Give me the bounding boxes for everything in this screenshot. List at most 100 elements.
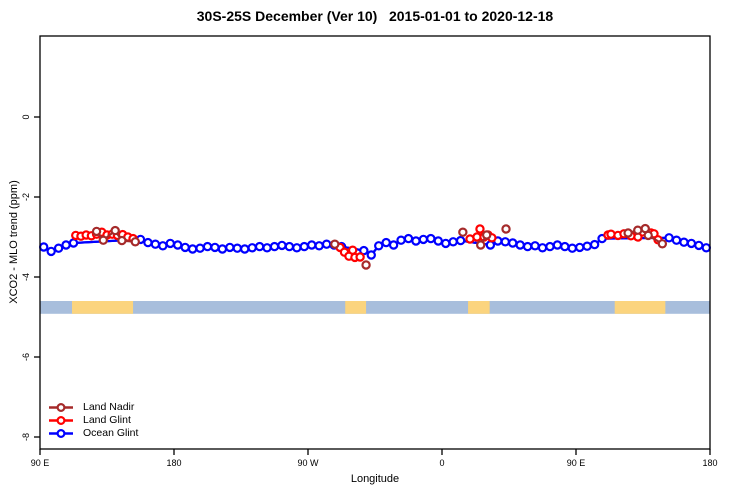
data-point-ocean-glint	[202, 241, 213, 252]
data-point-ocean-glint	[61, 240, 71, 250]
data-point-land-nadir	[91, 226, 102, 237]
data-point-ocean-glint	[374, 241, 384, 251]
x-axis-title: Longitude	[350, 473, 400, 485]
chart-title: 30S-25S December (Ver 10) 2015-01-01 to …	[196, 8, 554, 24]
legend-item-land-glint: Land Glint	[48, 414, 138, 427]
data-point-ocean-glint	[671, 235, 682, 245]
y-axis-title: XCO2 - MLO trend (ppm)	[8, 180, 20, 304]
data-point-ocean-glint	[158, 241, 168, 251]
data-point-ocean-glint	[582, 241, 592, 251]
ocean-glint-marker-icon	[49, 428, 73, 439]
legend-circle	[56, 428, 66, 439]
data-point-ocean-glint	[537, 243, 548, 253]
data-point-ocean-glint	[701, 243, 711, 253]
data-point-ocean-glint	[403, 233, 414, 244]
data-point-ocean-glint	[195, 243, 205, 253]
y-tick-label: -6	[21, 353, 31, 361]
data-point-ocean-glint	[433, 236, 443, 246]
x-tick-label: 180	[166, 458, 181, 468]
land-nadir-marker-icon	[49, 402, 73, 413]
data-point-ocean-glint	[269, 241, 280, 252]
data-point-ocean-glint	[560, 241, 570, 252]
data-point-ocean-glint	[321, 239, 332, 249]
land-band-segment	[345, 301, 367, 314]
legend-circle	[56, 415, 66, 426]
x-tick-label: 180	[702, 458, 717, 468]
plot-border	[39, 35, 711, 450]
legend: Land Nadir Land Glint Ocean Glint	[48, 401, 138, 440]
data-point-ocean-glint	[262, 243, 272, 253]
data-point-ocean-glint	[388, 240, 399, 250]
data-point-ocean-glint	[143, 237, 153, 248]
data-point-land-nadir	[130, 237, 140, 247]
data-point-ocean-glint	[366, 250, 376, 260]
y-tick-label: -4	[21, 273, 31, 281]
data-point-ocean-glint	[664, 233, 674, 243]
ocean-band	[40, 301, 710, 314]
data-point-ocean-glint	[53, 243, 64, 253]
data-point-land-glint	[475, 224, 485, 234]
data-point-ocean-glint	[232, 243, 242, 253]
legend-circle	[56, 402, 66, 413]
data-point-ocean-glint	[679, 237, 689, 247]
data-point-land-nadir	[643, 230, 653, 241]
legend-label: Land Glint	[83, 414, 131, 426]
data-point-ocean-glint	[426, 233, 436, 244]
data-point-ocean-glint	[210, 242, 220, 253]
legend-item-ocean-glint: Ocean Glint	[48, 427, 138, 440]
data-point-ocean-glint	[217, 244, 228, 254]
data-point-ocean-glint	[522, 241, 533, 252]
data-point-land-glint	[355, 252, 365, 262]
data-point-ocean-glint	[455, 235, 466, 246]
data-point-land-nadir	[458, 227, 468, 237]
data-point-ocean-glint	[68, 238, 79, 248]
data-point-ocean-glint	[567, 243, 577, 253]
x-tick-label: 90 E	[567, 458, 586, 468]
data-point-ocean-glint	[381, 237, 391, 248]
data-point-land-nadir	[657, 239, 668, 249]
data-point-ocean-glint	[448, 237, 458, 247]
data-point-land-nadir	[501, 224, 511, 234]
data-point-land-nadir	[476, 240, 486, 250]
land-glint-marker-icon	[49, 415, 73, 426]
y-tick-label: -8	[21, 433, 31, 441]
data-point-ocean-glint	[254, 241, 265, 252]
land-band-segment	[72, 301, 134, 314]
data-point-ocean-glint	[150, 239, 161, 249]
data-point-ocean-glint	[180, 242, 190, 253]
y-tick-label: -2	[21, 193, 31, 201]
x-tick-label: 90 W	[297, 458, 319, 468]
data-point-ocean-glint	[441, 238, 451, 249]
data-point-ocean-glint	[187, 244, 198, 254]
data-point-ocean-glint	[575, 242, 585, 253]
y-tick-label: 0	[21, 114, 31, 119]
data-point-land-nadir	[117, 235, 127, 246]
data-point-ocean-glint	[46, 246, 56, 257]
data-point-land-nadir	[330, 239, 340, 249]
data-point-ocean-glint	[589, 239, 600, 250]
data-point-land-nadir	[633, 225, 643, 235]
data-point-land-nadir	[110, 225, 120, 236]
data-point-ocean-glint	[39, 242, 49, 252]
data-point-land-nadir	[481, 230, 492, 240]
data-point-ocean-glint	[165, 238, 175, 249]
data-point-land-nadir	[623, 228, 633, 238]
data-point-ocean-glint	[411, 236, 421, 246]
data-point-ocean-glint	[240, 244, 250, 254]
data-point-ocean-glint	[694, 240, 704, 251]
data-point-ocean-glint	[396, 235, 406, 245]
data-point-land-nadir	[361, 260, 371, 270]
legend-item-land-nadir: Land Nadir	[48, 401, 138, 414]
data-point-ocean-glint	[485, 240, 496, 250]
land-band-segment	[468, 301, 490, 314]
land-band-segment	[614, 301, 666, 314]
legend-label: Land Nadir	[83, 401, 135, 413]
data-point-ocean-glint	[508, 238, 518, 248]
data-point-ocean-glint	[686, 238, 697, 249]
data-point-ocean-glint	[418, 234, 429, 245]
data-point-ocean-glint	[292, 243, 302, 253]
x-tick-label: 0	[439, 458, 444, 468]
data-point-ocean-glint	[247, 243, 257, 253]
